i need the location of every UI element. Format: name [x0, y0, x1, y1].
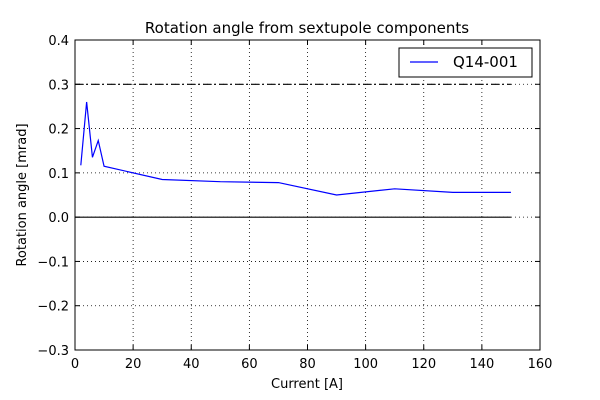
- series-line-q14-001: [80, 101, 511, 196]
- grid: [74, 39, 541, 351]
- ticks: 0 20 40 60 80 100 120 140 160 −0.3 −0.2 −0.1 0.0 0.1 0…: [37, 34, 552, 372]
- x-tick-label: 160: [528, 357, 553, 372]
- series-layer: [80, 101, 511, 196]
- plot-frame: [74, 39, 541, 351]
- y-tick-label: 0.0: [48, 211, 69, 226]
- y-tick-label: 0.2: [48, 123, 69, 138]
- y-tick-label: 0.4: [48, 34, 69, 49]
- x-tick-label: 40: [183, 357, 200, 372]
- x-tick-label: 0: [71, 357, 79, 372]
- x-tick-label: 140: [469, 357, 494, 372]
- x-tick-label: 20: [125, 357, 142, 372]
- reference-lines: [75, 83, 511, 351]
- legend: Q14-001: [398, 47, 533, 78]
- chart-title: Rotation angle from sextupole components: [145, 19, 469, 37]
- y-axis-label: Rotation angle [mrad]: [15, 123, 30, 266]
- x-tick-label: 100: [353, 357, 378, 372]
- x-tick-label: 60: [241, 357, 258, 372]
- y-tick-label: −0.3: [37, 344, 69, 359]
- y-tick-label: −0.1: [37, 255, 69, 270]
- x-tick-label: 80: [299, 357, 316, 372]
- y-tick-label: −0.2: [37, 300, 69, 315]
- x-tick-label: 120: [411, 357, 436, 372]
- x-axis-label: Current [A]: [271, 377, 343, 392]
- y-tick-label: 0.3: [48, 78, 69, 93]
- legend-entry-q14-001: Q14-001: [453, 53, 518, 71]
- y-tick-label: 0.1: [48, 167, 69, 182]
